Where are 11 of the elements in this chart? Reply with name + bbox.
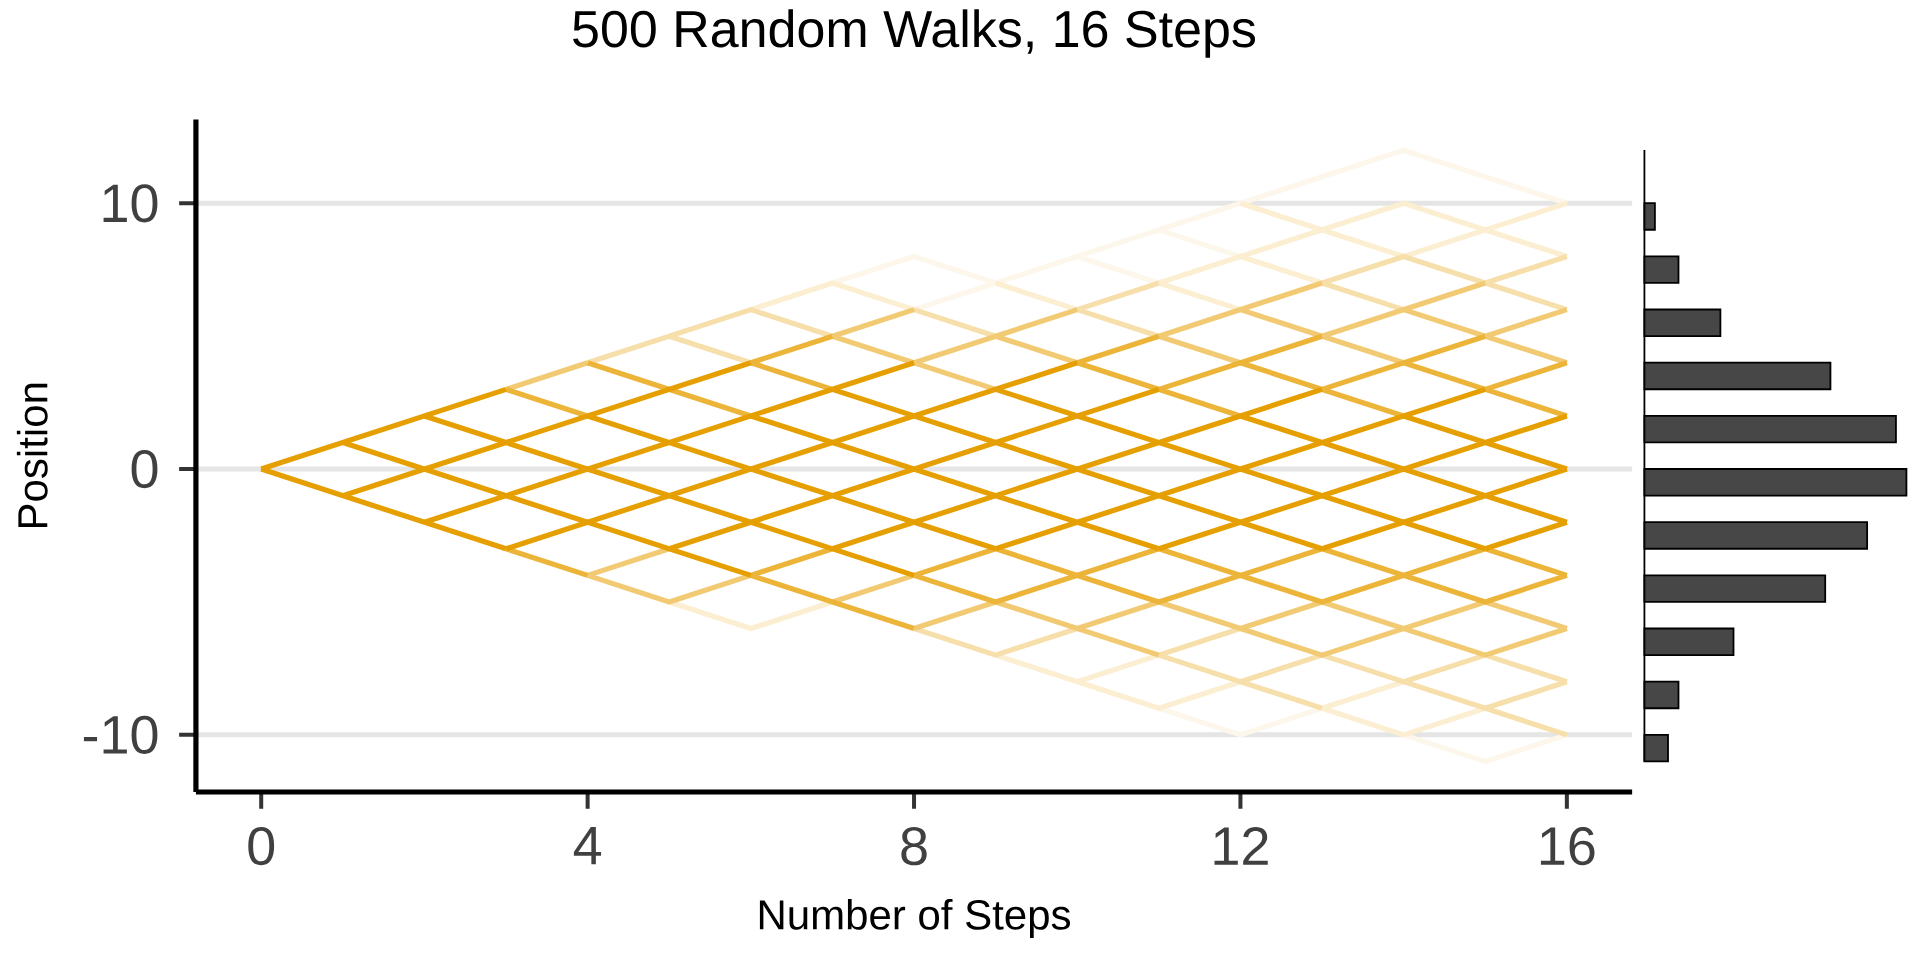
x-tick-label: 16 bbox=[1540, 827, 1595, 866]
y-tick-label: 10 bbox=[103, 184, 158, 223]
x-tick-label: 12 bbox=[1214, 827, 1268, 865]
y-tick-label: 0 bbox=[131, 449, 158, 489]
x-axis-title: Number of Steps bbox=[759, 898, 1071, 939]
chart-title: 500 Random Walks, 16 Steps bbox=[573, 9, 1256, 58]
x-tick-label: 8 bbox=[901, 827, 927, 866]
y-axis-title: Position bbox=[16, 383, 48, 528]
x-tick-label: 4 bbox=[573, 826, 602, 865]
y-tick-label: -10 bbox=[83, 715, 158, 754]
x-tick-label: 0 bbox=[248, 827, 275, 866]
